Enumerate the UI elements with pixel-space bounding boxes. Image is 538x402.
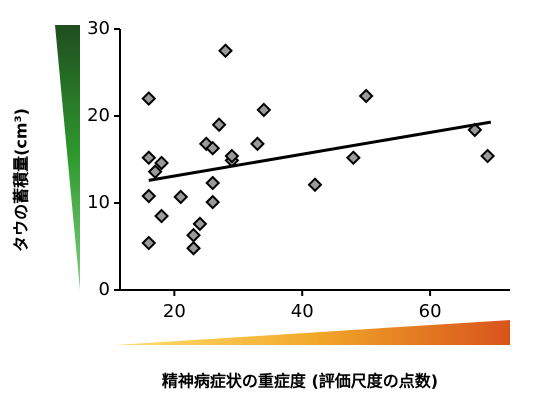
- y-tick-label: 20: [87, 105, 110, 126]
- y-tick-label: 0: [99, 279, 110, 300]
- point: [307, 177, 323, 193]
- point: [345, 150, 361, 166]
- y-tick-label: 10: [87, 192, 110, 213]
- y-tick-label: 30: [87, 18, 110, 39]
- point: [173, 189, 189, 205]
- point: [147, 164, 163, 180]
- point: [186, 240, 201, 256]
- point: [186, 227, 201, 243]
- y-gradient: [55, 25, 80, 290]
- point: [154, 155, 169, 171]
- point: [358, 88, 374, 104]
- y-axis-label: タウの蓄積量(cm³): [12, 108, 31, 252]
- point: [218, 43, 233, 59]
- point: [141, 188, 157, 204]
- point: [480, 148, 496, 164]
- point: [211, 117, 227, 133]
- point: [205, 140, 221, 156]
- point: [224, 148, 240, 164]
- point: [141, 91, 157, 107]
- point: [467, 122, 483, 138]
- x-tick-label: 20: [163, 301, 186, 322]
- trend-line: [148, 120, 492, 182]
- x-axis-label: 精神病症状の重症度 (評価尺度の点数): [162, 372, 438, 391]
- point: [205, 194, 221, 210]
- x-gradient: [115, 320, 510, 345]
- point: [205, 175, 221, 191]
- point: [154, 208, 169, 224]
- point: [141, 150, 157, 166]
- point: [192, 216, 208, 232]
- point: [250, 136, 265, 152]
- x-tick-label: 40: [291, 301, 314, 322]
- point: [256, 102, 272, 118]
- point: [141, 235, 157, 251]
- x-tick-label: 60: [419, 301, 442, 322]
